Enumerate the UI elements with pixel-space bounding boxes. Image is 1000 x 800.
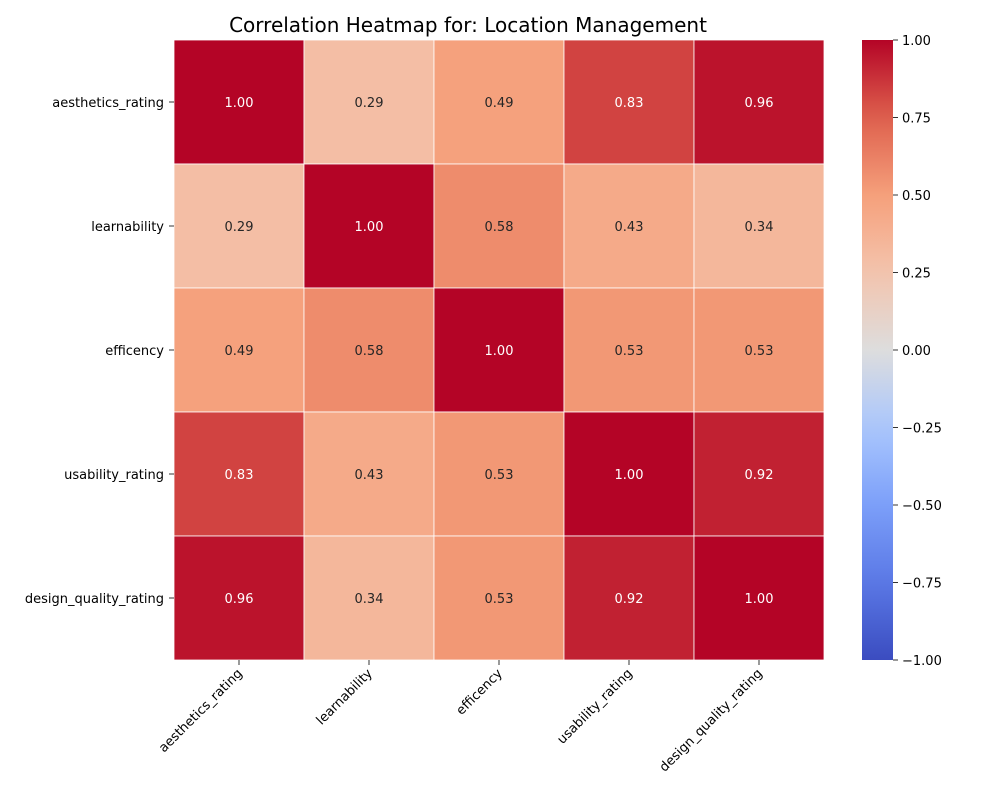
heatmap-cell-label: 0.34	[745, 220, 774, 235]
heatmap-cell	[693, 163, 825, 289]
heatmap-cell	[563, 287, 695, 413]
heatmap-cell-label: 0.92	[615, 592, 644, 607]
y-tick-label: design_quality_rating	[25, 592, 164, 607]
colorbar-tick-label: −0.25	[902, 422, 942, 437]
colorbar-tick-label: −0.50	[902, 499, 942, 514]
colorbar-tick-label: −0.75	[902, 577, 942, 592]
heatmap-cell	[303, 411, 435, 537]
heatmap-cell	[303, 535, 435, 661]
x-tick-label: efficency	[454, 666, 506, 718]
heatmap-cell-label: 1.00	[355, 220, 384, 235]
heatmap-cell-label: 0.58	[485, 220, 514, 235]
colorbar-tick-label: 0.00	[902, 344, 931, 359]
colorbar-gradient	[862, 40, 893, 660]
heatmap-cell	[433, 163, 565, 289]
heatmap-cell	[433, 39, 565, 165]
heatmap-cell-label: 1.00	[485, 344, 514, 359]
heatmap-cell	[433, 411, 565, 537]
heatmap-cell	[303, 163, 435, 289]
heatmap-cell-label: 0.83	[615, 96, 644, 111]
heatmap-cell-label: 0.53	[745, 344, 774, 359]
heatmap-cell-label: 0.53	[485, 592, 514, 607]
heatmap-cell	[303, 39, 435, 165]
heatmap-cell	[693, 287, 825, 413]
heatmap-cell	[173, 163, 305, 289]
heatmap-cell-label: 0.49	[225, 344, 254, 359]
heatmap-cell-label: 0.43	[355, 468, 384, 483]
heatmap-cell-label: 0.53	[485, 468, 514, 483]
heatmap-cell	[303, 287, 435, 413]
colorbar-tick-label: −1.00	[902, 654, 942, 669]
chart-title: Correlation Heatmap for: Location Manage…	[229, 13, 707, 37]
y-tick-label: usability_rating	[64, 468, 164, 483]
heatmap-cell-label: 0.92	[745, 468, 774, 483]
heatmap-cell-label: 0.49	[485, 96, 514, 111]
heatmap-cell	[173, 39, 305, 165]
y-tick-label: aesthetics_rating	[52, 96, 164, 111]
heatmap-cell	[563, 39, 695, 165]
y-tick-label: efficency	[105, 344, 164, 359]
x-tick-label: aesthetics_rating	[156, 666, 246, 756]
y-axis-tick-labels: aesthetics_rating learnability efficency us…	[25, 96, 174, 607]
heatmap-cells: 1.00 0.29 0.49 0.83 0.96 0.29 1.00 0.58 0.43 0.34…	[173, 39, 825, 661]
heatmap-cell-label: 1.00	[225, 96, 254, 111]
heatmap-cell-label: 0.34	[355, 592, 384, 607]
x-axis-tick-labels: aesthetics_rating learnability efficency us…	[156, 660, 766, 775]
heatmap-cell-label: 0.53	[615, 344, 644, 359]
heatmap-cell	[693, 39, 825, 165]
heatmap-cell-label: 0.58	[355, 344, 384, 359]
colorbar-tick-label: 0.25	[902, 267, 931, 282]
heatmap-cell	[563, 411, 695, 537]
x-tick-label: usability_rating	[555, 666, 636, 747]
heatmap-cell-label: 0.29	[355, 96, 384, 111]
heatmap-cell-label: 0.83	[225, 468, 254, 483]
heatmap-cell-label: 1.00	[745, 592, 774, 607]
x-tick-label: design_quality_rating	[657, 666, 766, 775]
heatmap-cell	[693, 411, 825, 537]
heatmap-cell	[433, 535, 565, 661]
heatmap-cell-label: 0.29	[225, 220, 254, 235]
heatmap-cell	[433, 287, 565, 413]
colorbar: 1.00 0.75 0.50 0.25 0.00 −0.25 −0.50 −0.75 −1.00	[862, 34, 942, 669]
colorbar-tick-label: 1.00	[902, 34, 931, 49]
heatmap-cell-label: 0.43	[615, 220, 644, 235]
heatmap-cell	[173, 535, 305, 661]
colorbar-tick-label: 0.50	[902, 189, 931, 204]
y-tick-label: learnability	[91, 220, 164, 235]
heatmap-cell-label: 0.96	[225, 592, 254, 607]
heatmap-cell-label: 0.96	[745, 96, 774, 111]
heatmap-cell-label: 1.00	[615, 468, 644, 483]
heatmap-cell	[693, 535, 825, 661]
x-tick-label: learnability	[314, 666, 376, 728]
colorbar-tick-label: 0.75	[902, 112, 931, 127]
